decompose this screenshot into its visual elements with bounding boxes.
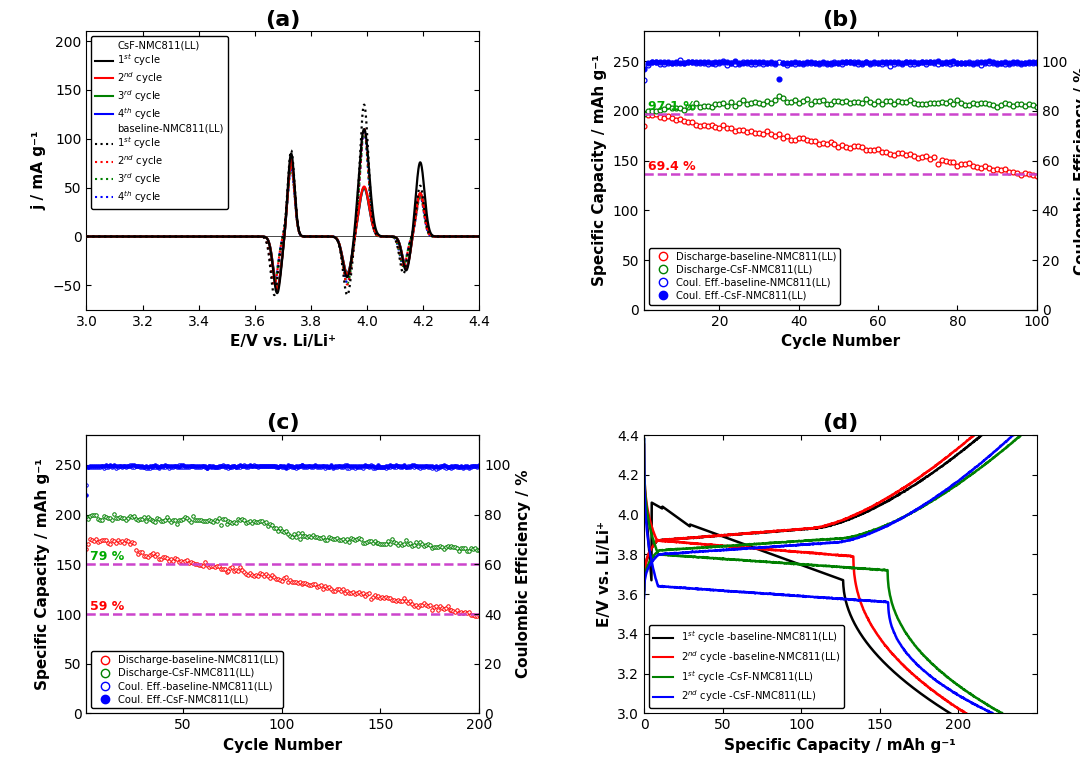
X-axis label: Cycle Number: Cycle Number: [781, 334, 900, 349]
Y-axis label: Coulombic Efficiency / %: Coulombic Efficiency / %: [516, 470, 531, 678]
Text: 97.1 %: 97.1 %: [648, 100, 696, 113]
X-axis label: Specific Capacity / mAh g⁻¹: Specific Capacity / mAh g⁻¹: [725, 738, 957, 753]
X-axis label: E/V vs. Li/Li⁺: E/V vs. Li/Li⁺: [230, 334, 336, 349]
Y-axis label: Coulombic Efficiency / %: Coulombic Efficiency / %: [1074, 67, 1080, 275]
Title: (c): (c): [266, 413, 299, 434]
Y-axis label: Specific Capacity / mAh g⁻¹: Specific Capacity / mAh g⁻¹: [35, 459, 50, 690]
Text: 79 %: 79 %: [91, 550, 124, 564]
Text: 69.4 %: 69.4 %: [648, 160, 696, 172]
Legend: Discharge-baseline-NMC811(LL), Discharge-CsF-NMC811(LL), Coul. Eff.-baseline-NMC: Discharge-baseline-NMC811(LL), Discharge…: [92, 652, 283, 709]
Legend: Discharge-baseline-NMC811(LL), Discharge-CsF-NMC811(LL), Coul. Eff.-baseline-NMC: Discharge-baseline-NMC811(LL), Discharge…: [649, 248, 840, 305]
Text: 59 %: 59 %: [91, 600, 124, 613]
Legend: 1$^{st}$ cycle -baseline-NMC811(LL), 2$^{nd}$ cycle -baseline-NMC811(LL), 1$^{st: 1$^{st}$ cycle -baseline-NMC811(LL), 2$^…: [649, 626, 845, 709]
Title: (a): (a): [265, 10, 300, 30]
Title: (d): (d): [822, 413, 859, 434]
Legend: CsF-NMC811(LL), 1$^{st}$ cycle, 2$^{nd}$ cycle, 3$^{rd}$ cycle, 4$^{th}$ cycle, : CsF-NMC811(LL), 1$^{st}$ cycle, 2$^{nd}$…: [92, 36, 228, 209]
Y-axis label: Specific Capacity / mAh g⁻¹: Specific Capacity / mAh g⁻¹: [592, 55, 607, 286]
Y-axis label: E/V vs. Li/Li⁺: E/V vs. Li/Li⁺: [596, 521, 611, 627]
Y-axis label: j / mA g⁻¹: j / mA g⁻¹: [31, 131, 46, 210]
X-axis label: Cycle Number: Cycle Number: [224, 738, 342, 753]
Title: (b): (b): [822, 10, 859, 30]
